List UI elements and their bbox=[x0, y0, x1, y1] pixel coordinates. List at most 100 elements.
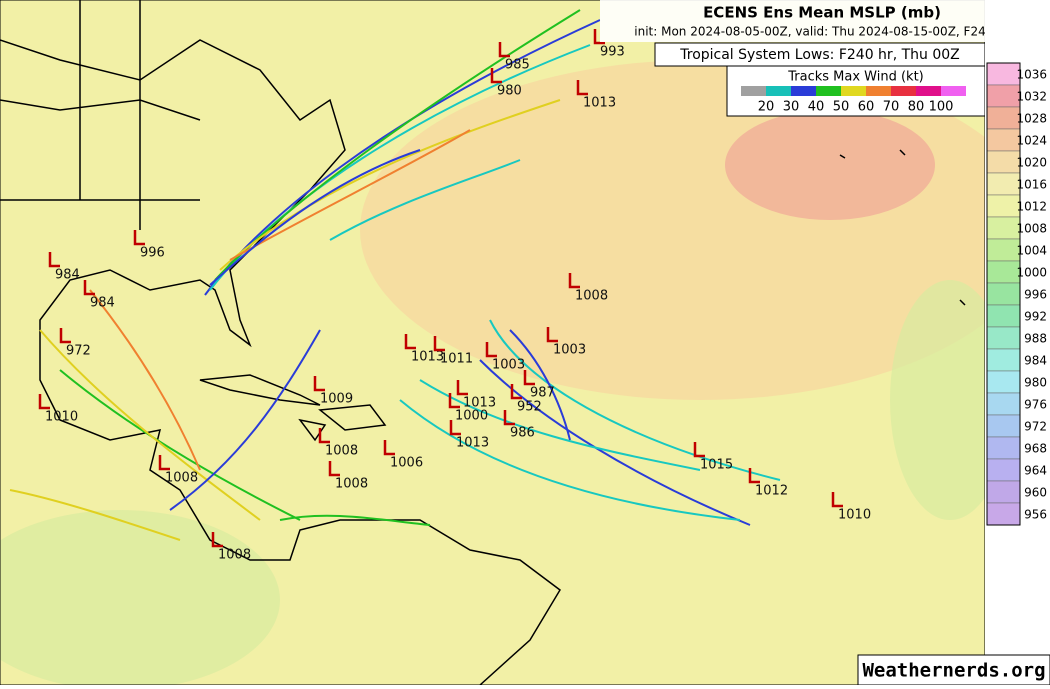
low-marker bbox=[383, 440, 395, 456]
wind-swatch bbox=[866, 86, 891, 96]
track bbox=[399, 399, 741, 521]
low-marker bbox=[59, 328, 71, 344]
colorbar-cell bbox=[986, 216, 1021, 240]
colorbar-cell bbox=[986, 458, 1021, 482]
wind-label: 30 bbox=[783, 100, 800, 115]
low-label: 1000 bbox=[455, 409, 488, 424]
low-label: 1013 bbox=[411, 350, 444, 365]
track bbox=[509, 329, 571, 441]
low-pressure-area bbox=[0, 510, 280, 689]
low-label: 1015 bbox=[700, 458, 733, 473]
track bbox=[89, 289, 201, 471]
colorbar-cell bbox=[986, 304, 1021, 328]
low-marker bbox=[490, 68, 502, 84]
low-label: 1008 bbox=[335, 477, 368, 492]
low-marker bbox=[568, 273, 580, 289]
low-marker bbox=[83, 280, 95, 296]
low-label: 1013 bbox=[583, 96, 616, 111]
colorbar-label: 1012 bbox=[1016, 200, 1047, 214]
track bbox=[169, 329, 321, 511]
colorbar-cell bbox=[986, 502, 1021, 526]
colorbar-frame bbox=[986, 62, 1021, 526]
low-marker bbox=[448, 393, 460, 409]
low-label: 1008 bbox=[218, 548, 251, 563]
track bbox=[9, 489, 181, 541]
wind-label: 100 bbox=[929, 100, 954, 115]
low-marker bbox=[831, 492, 843, 508]
colorbar-label: 976 bbox=[1024, 398, 1047, 412]
wind-label: 40 bbox=[808, 100, 825, 115]
low-marker bbox=[313, 376, 325, 392]
colorbar-cell bbox=[986, 172, 1021, 196]
wind-swatch bbox=[891, 86, 916, 96]
low-marker bbox=[510, 384, 522, 400]
track bbox=[209, 149, 421, 286]
colorbar-cell bbox=[986, 436, 1021, 460]
colorbar-cell bbox=[986, 106, 1021, 130]
colorbar-label: 1020 bbox=[1016, 156, 1047, 170]
low-marker bbox=[38, 394, 50, 410]
init-line: init: Mon 2024-08-05-00Z, valid: Thu 202… bbox=[634, 25, 1010, 39]
wind-swatch bbox=[841, 86, 866, 96]
wind-swatch bbox=[741, 86, 766, 96]
track bbox=[419, 379, 701, 471]
wind-swatch bbox=[916, 86, 941, 96]
low-label: 993 bbox=[600, 45, 625, 60]
watermark: Weathernerds.org bbox=[862, 660, 1045, 682]
colorbar-label: 1004 bbox=[1016, 244, 1047, 258]
low-label: 1003 bbox=[553, 343, 586, 358]
low-marker bbox=[693, 442, 705, 458]
colorbar-cell bbox=[986, 260, 1021, 284]
low-label: 1003 bbox=[492, 358, 525, 373]
low-marker bbox=[48, 252, 60, 268]
low-marker bbox=[546, 327, 558, 343]
colorbar-label: 1032 bbox=[1016, 90, 1047, 104]
low-label: 985 bbox=[505, 58, 530, 73]
low-label: 1013 bbox=[463, 396, 496, 411]
low-marker bbox=[456, 380, 468, 396]
low-marker bbox=[449, 420, 461, 436]
colorbar-label: 988 bbox=[1024, 332, 1047, 346]
colorbar-label: 984 bbox=[1024, 354, 1047, 368]
storm-lows: 993 985 980 1013 996 984 984 972 1010 1008 1003 100… bbox=[38, 29, 871, 563]
track bbox=[39, 329, 261, 521]
track bbox=[329, 159, 521, 241]
low-label: 987 bbox=[530, 386, 555, 401]
colorbar-cell bbox=[986, 128, 1021, 152]
low-label: 996 bbox=[140, 246, 165, 261]
wind-swatch bbox=[941, 86, 966, 96]
colorbar-cell bbox=[986, 480, 1021, 504]
track bbox=[279, 514, 431, 526]
coastlines bbox=[0, 0, 966, 686]
colorbar-cell bbox=[986, 238, 1021, 262]
colorbar-label: 996 bbox=[1024, 288, 1047, 302]
low-label: 1011 bbox=[440, 352, 473, 367]
low-label: 1010 bbox=[45, 410, 78, 425]
low-label: 1010 bbox=[838, 508, 871, 523]
low-pressure-area bbox=[890, 280, 1010, 520]
subtitle: Tropical System Lows: F240 hr, Thu 00Z bbox=[679, 47, 960, 63]
low-label: 1008 bbox=[575, 289, 608, 304]
colorbar-label: 964 bbox=[1024, 464, 1047, 478]
low-marker bbox=[211, 532, 223, 548]
low-label: 1013 bbox=[456, 436, 489, 451]
track bbox=[219, 99, 561, 271]
colorbar-cell bbox=[986, 370, 1021, 394]
colorbar-label: 1024 bbox=[1016, 134, 1047, 148]
low-marker bbox=[133, 230, 145, 246]
colorbar-cell bbox=[986, 194, 1021, 218]
low-marker bbox=[404, 334, 416, 350]
colorbar-label: 992 bbox=[1024, 310, 1047, 324]
wind-label: 60 bbox=[858, 100, 875, 115]
colorbar-label: 956 bbox=[1024, 508, 1047, 522]
wind-label: 80 bbox=[908, 100, 925, 115]
low-label: 952 bbox=[517, 400, 542, 415]
colorbar-cell bbox=[986, 326, 1021, 350]
colorbar-label: 1000 bbox=[1016, 266, 1047, 280]
low-marker bbox=[328, 461, 340, 477]
colorbar-cell bbox=[986, 392, 1021, 416]
wind-swatch bbox=[791, 86, 816, 96]
colorbar-label: 1028 bbox=[1016, 112, 1047, 126]
colorbar-label: 972 bbox=[1024, 420, 1047, 434]
